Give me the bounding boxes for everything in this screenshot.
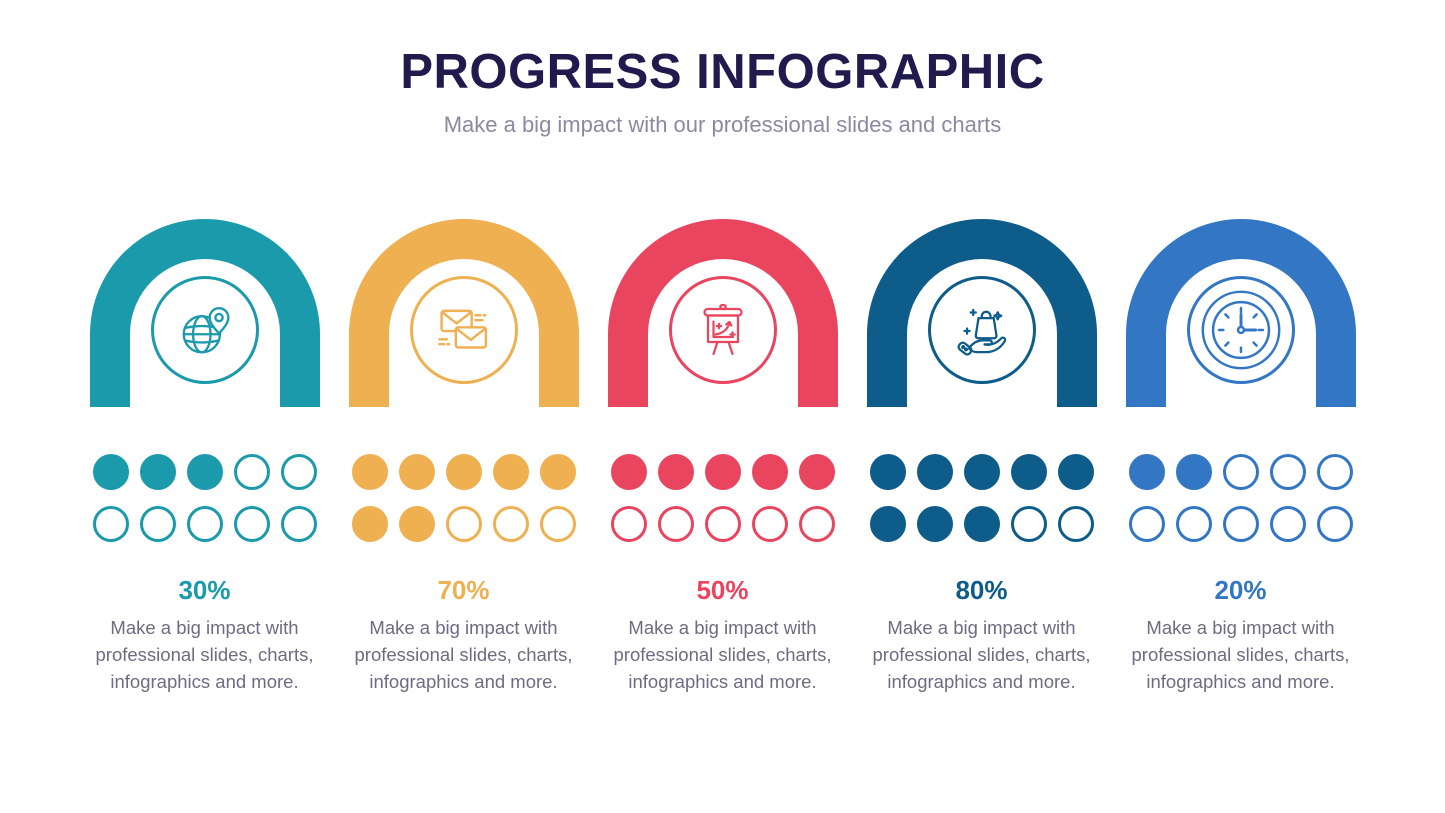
progress-dot-empty [1222,454,1259,490]
progress-dot-empty [1269,506,1306,542]
progress-dot-filled [798,454,835,490]
arch-shape [348,219,579,407]
progress-dot-empty [610,506,647,542]
progress-dot-empty [92,506,129,542]
progress-dot-empty [1316,454,1353,490]
arch-shape [1125,219,1356,407]
progress-dot-empty [539,506,576,542]
icon-ring [668,276,777,384]
progress-dot-empty [233,454,270,490]
arch-shape [89,219,320,407]
percent-label: 80% [955,575,1008,605]
progress-dot-filled [1128,454,1165,490]
progress-dot-filled [398,506,435,542]
progress-dot-empty [492,506,529,542]
progress-dot-filled [869,454,906,490]
description: Make a big impact with professional slid… [613,617,832,692]
presentation-chart-icon [702,303,743,356]
description: Make a big impact with professional slid… [1131,617,1350,692]
progress-dot-filled [916,454,953,490]
progress-dot-filled [751,454,788,490]
percent-label: 20% [1214,575,1267,605]
progress-dot-filled [1057,454,1094,490]
progress-dot-filled [657,454,694,490]
progress-dot-empty [280,454,317,490]
icon-ring [409,276,518,384]
progress-dot-filled [139,454,176,490]
progress-dot-empty [233,506,270,542]
progress-dots [1128,454,1353,542]
progress-dot-filled [539,454,576,490]
progress-dots [92,454,317,542]
description: Make a big impact with professional slid… [872,617,1091,692]
progress-dot-filled [351,506,388,542]
mail-icon [437,309,487,349]
progress-dot-filled [351,454,388,490]
progress-dot-filled [398,454,435,490]
progress-dot-filled [186,454,223,490]
progress-dot-filled [704,454,741,490]
progress-dot-filled [1010,454,1047,490]
progress-dot-filled [1175,454,1212,490]
progress-dot-empty [1128,506,1165,542]
progress-column-shopping: 80% Make a big impact with professional … [866,219,1097,695]
page-title: PROGRESS INFOGRAPHIC [400,45,1045,99]
progress-column-globe: 30% Make a big impact with professional … [89,219,320,695]
arch-shape [866,219,1097,407]
progress-column-time: 20% Make a big impact with professional … [1125,219,1356,695]
progress-dot-empty [751,506,788,542]
description: Make a big impact with professional slid… [354,617,573,692]
progress-dot-filled [445,454,482,490]
icon-ring [1186,276,1295,384]
globe-location-icon [182,307,230,354]
progress-dot-empty [445,506,482,542]
clock-icon [1201,290,1280,370]
progress-dot-empty [1175,506,1212,542]
arch-shape [607,219,838,407]
progress-column-presentation: 50% Make a big impact with professional … [607,219,838,695]
progress-dot-empty [657,506,694,542]
progress-dot-empty [139,506,176,542]
progress-dots [869,454,1094,542]
progress-dots [351,454,576,542]
progress-dot-filled [963,454,1000,490]
progress-dot-empty [704,506,741,542]
percent-label: 30% [178,575,231,605]
icon-ring [927,276,1036,384]
progress-dot-filled [610,454,647,490]
progress-dot-empty [1010,506,1047,542]
progress-dot-empty [1316,506,1353,542]
description: Make a big impact with professional slid… [95,617,314,692]
header: PROGRESS INFOGRAPHIC Make a big impact w… [0,0,1445,138]
progress-dot-empty [1269,454,1306,490]
progress-dot-filled [869,506,906,542]
progress-dot-empty [1222,506,1259,542]
progress-dot-empty [1057,506,1094,542]
progress-dots [610,454,835,542]
progress-dot-empty [186,506,223,542]
shopping-bag-hand-icon [956,308,1006,356]
icon-ring [150,276,259,384]
percent-label: 70% [437,575,490,605]
progress-column-mail: 70% Make a big impact with professional … [348,219,579,695]
progress-columns-row: 30% Make a big impact with professional … [0,219,1445,695]
percent-label: 50% [696,575,749,605]
page-subtitle: Make a big impact with our professional … [443,112,1002,137]
progress-dot-filled [92,454,129,490]
progress-dot-empty [798,506,835,542]
progress-dot-filled [492,454,529,490]
progress-dot-empty [280,506,317,542]
progress-dot-filled [963,506,1000,542]
progress-dot-filled [916,506,953,542]
